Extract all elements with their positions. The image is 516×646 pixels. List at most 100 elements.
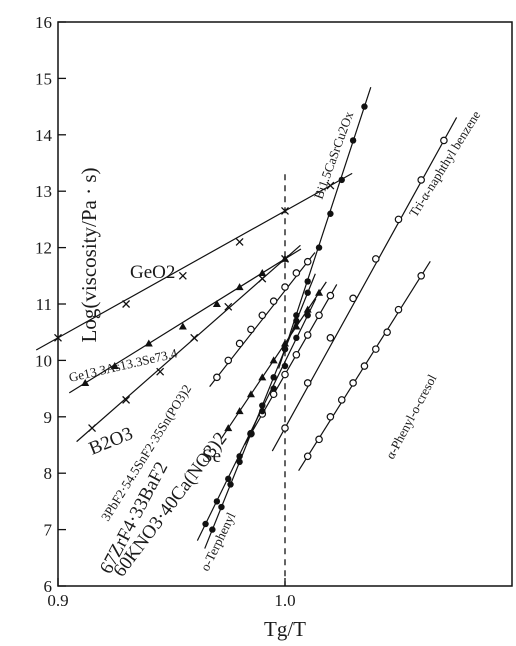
y-axis-title: Log(viscosity/Pa · s) bbox=[77, 168, 101, 343]
data-point bbox=[212, 300, 221, 307]
data-point bbox=[303, 331, 312, 339]
data-point bbox=[304, 289, 311, 296]
data-point bbox=[178, 322, 187, 330]
y-tick-label: 6 bbox=[44, 577, 53, 596]
y-tick-label: 8 bbox=[44, 464, 53, 483]
y-tick-label: 7 bbox=[44, 521, 53, 540]
data-point bbox=[292, 269, 301, 277]
data-point bbox=[281, 206, 289, 215]
y-tick-label: 16 bbox=[35, 13, 52, 32]
label-geo2: GeO2 bbox=[130, 262, 175, 283]
label-oterphenyl: o-Terphenyl bbox=[197, 509, 238, 573]
data-point bbox=[281, 254, 289, 263]
data-point bbox=[281, 345, 289, 353]
data-point bbox=[213, 373, 221, 382]
data-point bbox=[394, 305, 403, 314]
label-se: Se bbox=[202, 446, 221, 467]
data-point bbox=[209, 526, 216, 533]
data-point bbox=[315, 288, 324, 296]
data-point bbox=[258, 268, 267, 276]
data-point bbox=[218, 503, 225, 511]
label-phenyl: α-Phenyl-o-cresol bbox=[382, 372, 439, 462]
data-point bbox=[235, 407, 244, 415]
label-geasse: Ge13.3As13.3Se73.4 bbox=[67, 345, 179, 385]
series-0 bbox=[35, 172, 353, 351]
series-line bbox=[35, 172, 353, 351]
data-point bbox=[303, 257, 312, 266]
data-point bbox=[88, 424, 97, 433]
y-tick-label: 14 bbox=[35, 126, 53, 145]
data-point bbox=[202, 520, 209, 528]
data-point bbox=[304, 278, 311, 285]
data-point bbox=[235, 238, 244, 246]
data-point bbox=[326, 181, 335, 190]
data-point bbox=[361, 103, 368, 110]
data-point bbox=[258, 373, 267, 381]
data-point bbox=[247, 325, 255, 334]
data-point bbox=[315, 244, 323, 251]
x-tick-label: 0.9 bbox=[47, 591, 68, 610]
data-point bbox=[303, 452, 312, 461]
data-point bbox=[110, 362, 119, 370]
data-point bbox=[190, 333, 199, 342]
data-point bbox=[258, 274, 267, 283]
y-tick-label: 12 bbox=[35, 239, 52, 258]
data-point bbox=[292, 322, 301, 330]
data-point bbox=[383, 328, 391, 337]
series-3 bbox=[209, 252, 316, 387]
series-line bbox=[278, 87, 372, 369]
data-point bbox=[236, 458, 243, 466]
series-line bbox=[271, 117, 458, 452]
label-bisr: Bi1.5CaSrCu2Ox bbox=[311, 109, 357, 201]
data-point bbox=[338, 176, 345, 184]
data-point bbox=[337, 396, 346, 404]
x-axis-title: Tg/T bbox=[264, 617, 306, 641]
data-point bbox=[292, 350, 301, 359]
data-point bbox=[327, 210, 334, 217]
data-point bbox=[227, 481, 234, 488]
data-point bbox=[224, 424, 233, 432]
data-point bbox=[281, 283, 289, 291]
data-point bbox=[303, 379, 312, 387]
data-point bbox=[269, 390, 278, 399]
x-tick-label: 1.0 bbox=[274, 591, 295, 610]
data-point bbox=[122, 395, 131, 404]
y-tick-label: 15 bbox=[35, 69, 52, 88]
y-tick-label: 10 bbox=[35, 351, 52, 370]
y-tick-label: 11 bbox=[36, 295, 52, 314]
series-10 bbox=[298, 261, 431, 472]
series-9 bbox=[271, 117, 458, 452]
data-point bbox=[349, 137, 357, 144]
data-point bbox=[349, 379, 357, 387]
data-point bbox=[281, 370, 289, 379]
series-2 bbox=[76, 244, 301, 443]
data-point bbox=[417, 176, 426, 184]
data-point bbox=[246, 390, 255, 398]
data-point bbox=[440, 136, 448, 145]
data-point bbox=[178, 271, 187, 280]
label-tri: Tri-α-naphthyl benzene bbox=[406, 108, 484, 220]
data-point bbox=[235, 339, 244, 348]
data-point bbox=[304, 312, 311, 319]
series-layer bbox=[35, 87, 458, 549]
data-point bbox=[269, 297, 278, 305]
data-point bbox=[315, 311, 323, 320]
series-line bbox=[76, 244, 301, 443]
data-point bbox=[326, 412, 335, 421]
data-point bbox=[156, 367, 165, 376]
y-tick-label: 9 bbox=[44, 408, 53, 427]
data-point bbox=[224, 302, 233, 311]
data-point bbox=[394, 215, 403, 224]
data-point bbox=[417, 271, 426, 280]
data-point bbox=[269, 356, 278, 364]
series-8 bbox=[204, 273, 316, 549]
data-point bbox=[270, 385, 277, 392]
y-tick-label: 13 bbox=[35, 182, 52, 201]
data-point bbox=[259, 402, 266, 409]
series-line bbox=[244, 284, 338, 446]
data-point bbox=[54, 333, 62, 342]
data-point bbox=[326, 334, 335, 342]
data-point bbox=[144, 339, 153, 347]
data-point bbox=[258, 311, 267, 320]
